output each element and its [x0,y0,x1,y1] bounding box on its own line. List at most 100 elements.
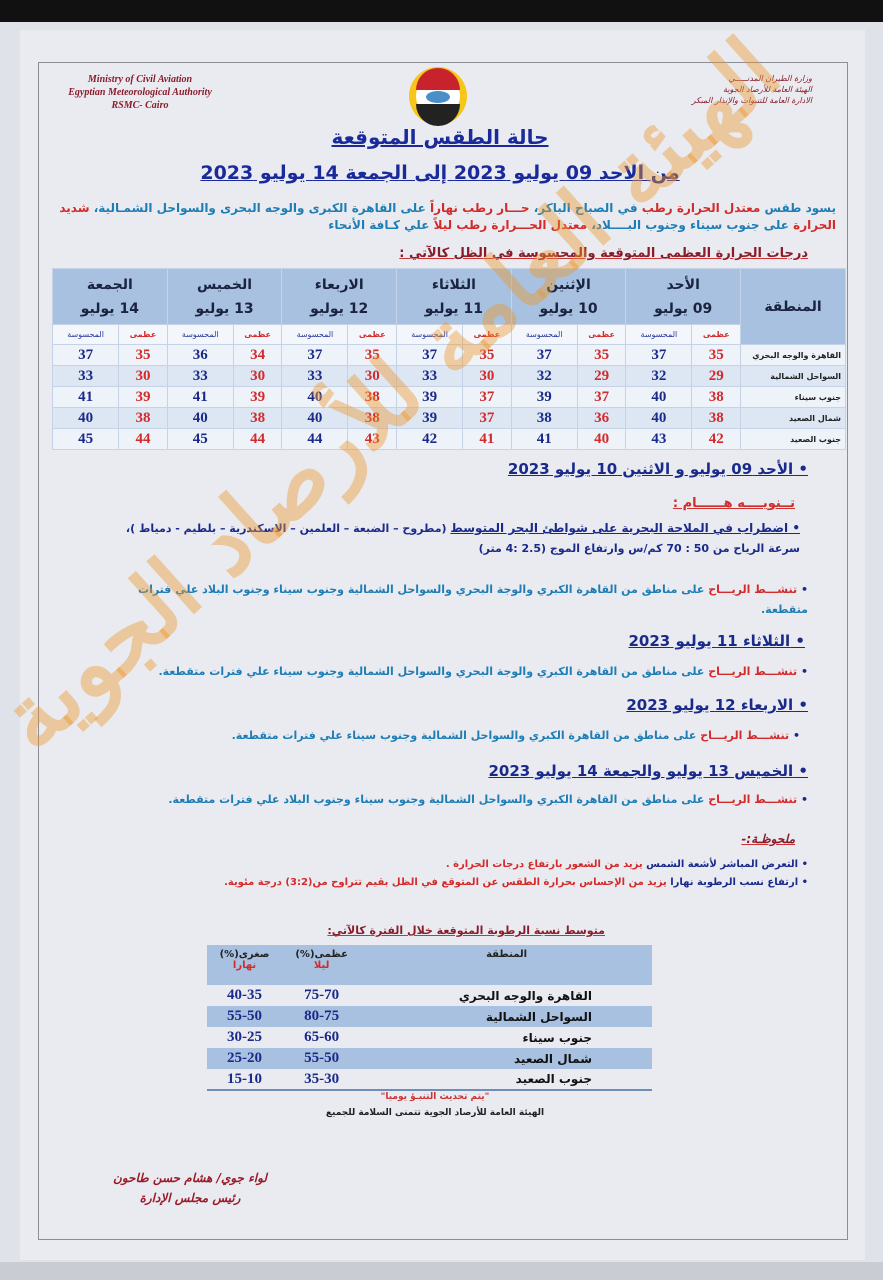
max-temp: 37 [462,386,512,408]
table-row: القاهرة والوجه البحري 35 37 35 37 35 37 35 37 34 3… [51,344,846,366]
max-temp: 42 [691,428,741,450]
hum-header-text: المنطقة [486,949,528,960]
wind-bullet: تنشـــط الريـــاح على مناطق من القاهرة ا… [100,580,808,620]
signature-title: رئيس مجلس الإدارة [139,1191,241,1205]
max-temp: 38 [691,386,741,408]
intro-highlight: معتدل الحرارة رطب [641,201,761,215]
intro-text: على القاهرة الكبرى والوجه البحرى والسواح… [89,201,430,215]
note-text: التعرض المباشر لأشعة الشمس [642,859,799,870]
max-temp: 38 [347,386,398,408]
feel-label: المحسوسة [281,324,349,345]
ema-logo [409,67,467,126]
table-row: السواحل الشمالية 29 32 29 32 30 33 30 33 30 33 30 33 [51,365,846,387]
wind-word: تنشـــط الريـــاح [700,729,790,742]
region-name: السواحل الشمالية [740,365,846,387]
day-date: 09 يوليو [654,300,713,317]
wind-word: تنشـــط الريـــاح [708,793,798,806]
page-subtitle: من الاحد 09 يوليو 2023 إلى الجمعة 14 يول… [200,162,680,184]
english-header: Ministry of Civil Aviation Egyptian Mete… [50,73,230,112]
max-temp: 30 [118,365,168,387]
max-temp: 40 [576,428,627,450]
hum-region: القاهرة والوجه البحري [458,988,592,1003]
day-date: 13 يوليو [195,300,254,317]
feel-temp: 37 [51,344,120,366]
max-temp: 35 [118,344,168,366]
day-name: الثلاثاء [431,276,476,293]
wind-bullet: تنشـــط الريـــاح على مناطق من القاهرة ا… [100,790,808,810]
section-date: الثلاثاء 11 يوليو 2023 [300,632,805,650]
day-name: الخميس [197,276,253,293]
humidity-caption: متوسط نسبة الرطوبة المتوقعة خلال الفترة … [327,924,605,937]
notes-title: ملحوظـة:- [741,832,795,846]
max-temp: 39 [118,386,168,408]
header-en-line: Ministry of Civil Aviation [87,74,193,85]
section-date: الاربعاء 12 يوليو 2023 [300,696,808,714]
feel-temp: 33 [396,365,464,387]
max-temp: 38 [118,407,168,429]
max-label: عظمى [462,324,512,345]
wind-text: على مناطق من القاهرة الكبري والوجة البحر… [158,665,709,678]
max-label: عظمى [691,324,741,345]
notice-title: تــنويــــه هــــــام : [672,496,795,511]
region-header: المنطقة [740,268,846,345]
feel-temp: 37 [396,344,464,366]
wish-note: الهيئة العامة للأرصاد الجوية تتمنى السلا… [325,1108,545,1118]
wind-bullet: تنشـــط الريـــاح على مناطق من القاهرة ا… [100,726,800,746]
day-header: الجمعة 14 يوليو [52,268,168,325]
max-temp: 30 [347,365,398,387]
feel-label: المحسوسة [166,324,234,345]
header-en-line: Egyptian Meteorological Authority [68,87,212,98]
table-row: جنوب سيناء 38 40 37 39 37 39 38 40 39 41 39 41 [51,386,846,408]
intro-text: على جنوب سيناء وجنوب البــــلاد، [587,218,794,232]
temperature-table: المنطقة الأحد 09 يوليو الإثنين 10 يوليو الثلا… [51,268,846,450]
wind-word: تنشـــط الريـــاح [708,665,798,678]
feel-label: المحسوسة [51,324,120,345]
max-temp: 30 [232,365,283,387]
section-date: الأحد 09 يوليو و الاثنين 10 يوليو 2023 [300,460,808,478]
header-ar-line: وزارة الطيران المدنـــــي [728,74,812,83]
signature: لواء جوي/ هشام حسن طاحون رئيس مجلس الإدا… [90,1168,290,1208]
table-row: القاهرة والوجه البحري 75-70 40-35 [207,985,652,1006]
max-temp: 35 [576,344,627,366]
feel-temp: 40 [281,386,349,408]
bottom-bar [0,1262,883,1280]
document-frame [38,62,848,1240]
feel-label: المحسوسة [510,324,578,345]
max-temp: 43 [347,428,398,450]
table-row: جنوب سيناء 65-60 30-25 [207,1027,652,1048]
region-name: شمال الصعيد [740,407,846,429]
max-temp: 29 [691,365,741,387]
feel-temp: 37 [281,344,349,366]
max-temp: 29 [576,365,627,387]
notice-places: (مطروح – الضبعة – العلمين – الاسكندرية –… [125,522,447,535]
max-label: عظمى [232,324,283,345]
day-header: الثلاثاء 11 يوليو [396,268,512,325]
region-name: جنوب الصعيد [740,428,846,450]
feel-temp: 41 [51,386,120,408]
feel-temp: 36 [166,344,234,366]
hum-min: 25-20 [227,1050,263,1066]
region-name: القاهرة والوجه البحري [740,344,846,366]
table-row: شمال الصعيد 55-50 25-20 [207,1048,652,1069]
day-date: 10 يوليو [539,300,598,317]
max-temp: 41 [462,428,512,450]
feel-temp: 40 [281,407,349,429]
hum-max: 65-60 [304,1029,340,1045]
feel-temp: 39 [510,386,578,408]
wind-text: على مناطق من القاهرة الكبري والسواحل الش… [231,729,701,742]
max-temp: 30 [462,365,512,387]
day-date: 11 يوليو [424,300,483,317]
wind-text: على مناطق من القاهرة الكبري والوجة البحر… [138,583,808,616]
notice-wind: سرعة الرياح من 50 : 70 كم/س وارتفاع المو… [478,542,800,555]
wind-bullet: تنشـــط الريـــاح على مناطق من القاهرة ا… [100,662,808,682]
max-temp: 34 [232,344,283,366]
feel-temp: 41 [510,428,578,450]
max-temp: 37 [462,407,512,429]
max-temp: 38 [347,407,398,429]
hum-header-text: عظمى(%) [295,949,348,960]
feel-temp: 32 [510,365,578,387]
note-item: ارتفاع نسب الرطوبة نهارا يزيد من الإحساس… [100,874,808,892]
table-row: جنوب الصعيد 42 43 40 41 41 42 43 44 44 45 44 45 [51,428,846,450]
day-header: الأحد 09 يوليو [625,268,741,325]
day-date: 12 يوليو [310,300,369,317]
